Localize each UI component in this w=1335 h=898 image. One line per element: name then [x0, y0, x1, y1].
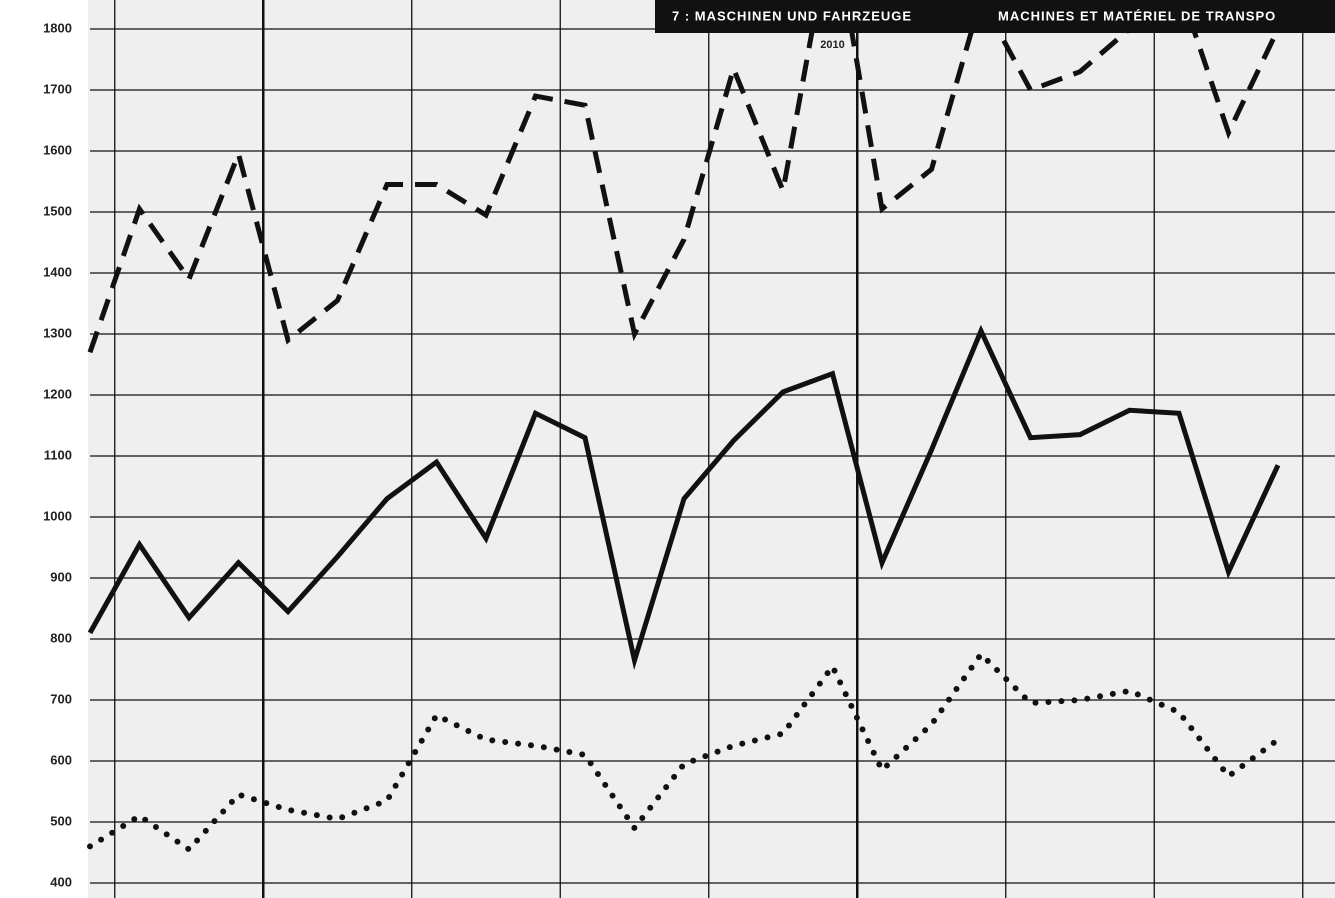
y-tick-label: 1300 [43, 325, 72, 340]
y-tick-label: 1500 [43, 203, 72, 218]
y-tick-label: 1400 [43, 264, 72, 279]
y-tick-label: 600 [50, 752, 72, 767]
chart-title: 7 : MASCHINEN UND FAHRZEUGE [672, 8, 912, 23]
y-tick-label: 400 [50, 874, 72, 889]
y-tick-label: 900 [50, 569, 72, 584]
y-tick-label: 1100 [44, 447, 72, 462]
title-box [655, 0, 1335, 33]
plot-area [88, 0, 1335, 898]
y-tick-label: 1800 [43, 20, 72, 35]
x-category-label: 2010 [820, 39, 844, 51]
y-tick-label: 800 [50, 630, 72, 645]
y-tick-label: 1600 [43, 142, 72, 157]
y-tick-label: 1200 [43, 386, 72, 401]
y-tick-label: 1000 [43, 508, 72, 523]
y-tick-label: 500 [50, 813, 72, 828]
y-tick-label: 1700 [43, 81, 72, 96]
y-tick-label: 700 [50, 691, 72, 706]
series-line [87, 324, 1281, 671]
series-line [87, 0, 1281, 354]
chart-subtitle: MACHINES ET MATÉRIEL DE TRANSPO [998, 8, 1276, 23]
series-group [87, 0, 1281, 854]
grid: 400 500 600 700 800 900 1000 1100 1200 1300 1400 15… [43, 0, 1335, 898]
